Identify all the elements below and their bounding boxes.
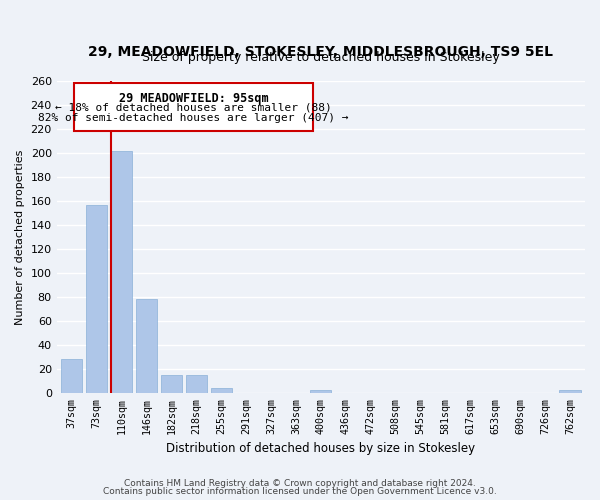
Bar xyxy=(111,150,132,393)
Text: 29 MEADOWFIELD: 95sqm: 29 MEADOWFIELD: 95sqm xyxy=(119,92,268,105)
Bar xyxy=(185,375,207,393)
Bar xyxy=(136,300,157,393)
Text: Size of property relative to detached houses in Stokesley: Size of property relative to detached ho… xyxy=(142,51,500,64)
Text: 82% of semi-detached houses are larger (407) →: 82% of semi-detached houses are larger (… xyxy=(38,114,349,124)
Bar xyxy=(86,204,107,393)
Bar xyxy=(559,390,581,393)
Title: 29, MEADOWFIELD, STOKESLEY, MIDDLESBROUGH, TS9 5EL: 29, MEADOWFIELD, STOKESLEY, MIDDLESBROUG… xyxy=(88,45,553,59)
Bar xyxy=(310,390,331,393)
Text: Contains HM Land Registry data © Crown copyright and database right 2024.: Contains HM Land Registry data © Crown c… xyxy=(124,478,476,488)
Y-axis label: Number of detached properties: Number of detached properties xyxy=(15,149,25,324)
Text: Contains public sector information licensed under the Open Government Licence v3: Contains public sector information licen… xyxy=(103,487,497,496)
Bar xyxy=(211,388,232,393)
Bar xyxy=(74,84,313,132)
Bar xyxy=(61,359,82,393)
Bar xyxy=(161,375,182,393)
Text: ← 18% of detached houses are smaller (88): ← 18% of detached houses are smaller (88… xyxy=(55,102,332,113)
X-axis label: Distribution of detached houses by size in Stokesley: Distribution of detached houses by size … xyxy=(166,442,475,455)
